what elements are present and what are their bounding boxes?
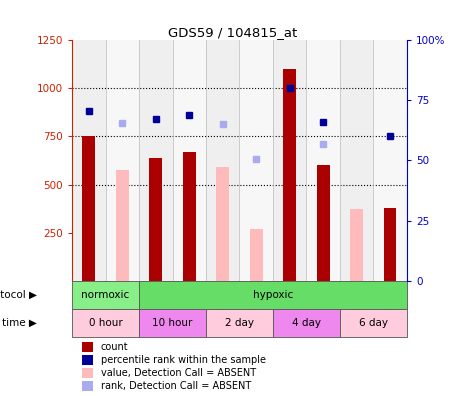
Text: normoxic: normoxic	[81, 290, 130, 300]
Bar	[82, 136, 95, 281]
Bar	[72, 309, 139, 337]
Text: percentile rank within the sample: percentile rank within the sample	[100, 355, 266, 365]
Text: value, Detection Call = ABSENT: value, Detection Call = ABSENT	[100, 367, 256, 378]
Bar	[250, 229, 263, 281]
Bar	[283, 69, 296, 281]
Bar	[82, 355, 93, 365]
Bar	[183, 152, 196, 281]
Text: 2 day: 2 day	[225, 318, 254, 328]
Bar	[340, 40, 373, 281]
Bar	[72, 40, 106, 281]
Bar	[82, 381, 93, 391]
Bar	[139, 281, 407, 309]
Bar	[106, 40, 139, 281]
Bar	[273, 40, 306, 281]
Bar	[317, 165, 330, 281]
Bar	[173, 40, 206, 281]
Text: hypoxic: hypoxic	[253, 290, 293, 300]
Bar	[149, 158, 162, 281]
Bar	[139, 40, 173, 281]
Bar	[116, 170, 129, 281]
Text: time ▶: time ▶	[2, 318, 37, 328]
Text: 0 hour: 0 hour	[89, 318, 122, 328]
Text: protocol ▶: protocol ▶	[0, 290, 37, 300]
Text: GDS59 / 104815_at: GDS59 / 104815_at	[168, 26, 297, 39]
Bar	[340, 309, 407, 337]
Bar	[139, 309, 206, 337]
Bar	[82, 368, 93, 378]
Bar	[306, 40, 340, 281]
Text: 10 hour: 10 hour	[153, 318, 193, 328]
Bar	[206, 40, 239, 281]
Bar	[72, 281, 139, 309]
Bar	[273, 309, 340, 337]
Bar	[373, 40, 407, 281]
Text: count: count	[100, 342, 128, 352]
Text: rank, Detection Call = ABSENT: rank, Detection Call = ABSENT	[100, 381, 251, 391]
Bar	[216, 167, 229, 281]
Bar	[82, 342, 93, 352]
Bar	[206, 309, 273, 337]
Bar	[350, 209, 363, 281]
Bar	[239, 40, 273, 281]
Bar	[384, 208, 397, 281]
Text: 6 day: 6 day	[359, 318, 388, 328]
Text: 4 day: 4 day	[292, 318, 321, 328]
